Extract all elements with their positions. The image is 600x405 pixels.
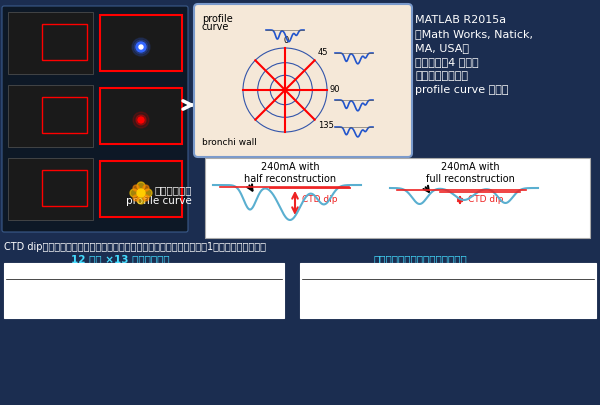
Text: （Math Works, Natick,: （Math Works, Natick, (415, 29, 533, 39)
Text: CTD dip: CTD dip (178, 273, 221, 283)
Circle shape (139, 45, 143, 49)
Bar (42, 24, 87, 60)
Text: 12 か所 ×13 時相での評価: 12 か所 ×13 時相での評価 (71, 254, 169, 264)
Text: 末梢気管支移動速度との交差相関: 末梢気管支移動速度との交差相関 (373, 254, 467, 264)
Text: 再構成法: 再構成法 (398, 273, 422, 283)
Text: profile curve を作成: profile curve を作成 (415, 85, 509, 95)
Circle shape (136, 115, 146, 125)
Bar (300, 263, 596, 318)
Circle shape (136, 42, 146, 52)
Text: 45: 45 (317, 48, 328, 57)
Circle shape (143, 195, 149, 201)
Text: 240mA with
full reconstruction: 240mA with full reconstruction (425, 162, 514, 183)
Text: 再構成法: 再構成法 (102, 273, 126, 283)
Bar (100, 161, 182, 217)
Bar (42, 170, 87, 206)
Text: 1.016±0.221 c: 1.016±0.221 c (163, 294, 235, 304)
Text: 0.882±0.237 d: 0.882±0.237 d (163, 309, 235, 319)
Bar (8, 12, 93, 74)
Circle shape (144, 189, 152, 197)
Bar (4, 263, 284, 318)
Text: -0.024±0.552 a: -0.024±0.552 a (462, 294, 538, 304)
Text: 90: 90 (330, 85, 341, 94)
FancyBboxPatch shape (194, 4, 412, 157)
Bar (8, 85, 93, 147)
Circle shape (137, 196, 145, 204)
Circle shape (132, 38, 150, 56)
Text: bronchi wall: bronchi wall (202, 138, 257, 147)
Text: 0: 0 (283, 36, 289, 45)
Bar (8, 158, 93, 220)
Text: MATLAB R2015a: MATLAB R2015a (415, 15, 506, 25)
Circle shape (133, 112, 149, 128)
Bar (100, 15, 182, 71)
Text: curve: curve (202, 22, 229, 32)
Text: half: half (401, 294, 419, 304)
Text: CTD dip（気管支内腔の明瞭度を反映する指標：吸気終末での計測値を1とした時の相対値）: CTD dip（気管支内腔の明瞭度を反映する指標：吸気終末での計測値を1とした時… (4, 242, 266, 252)
Text: 240mA with
half reconstruction: 240mA with half reconstruction (244, 162, 336, 183)
Text: CTD dip: CTD dip (479, 273, 521, 283)
Text: CTD dip: CTD dip (302, 195, 337, 204)
Text: 10: 10 (332, 309, 344, 319)
Bar (42, 97, 87, 133)
Circle shape (133, 195, 139, 201)
Text: MA, USA）: MA, USA） (415, 43, 469, 53)
Text: 10: 10 (36, 309, 48, 319)
Text: を用いて，4 方向で: を用いて，4 方向で (415, 57, 479, 67)
Text: profile curve: profile curve (126, 196, 192, 206)
FancyBboxPatch shape (2, 6, 188, 232)
Bar (205, 158, 590, 238)
Circle shape (143, 185, 149, 191)
Circle shape (137, 189, 145, 197)
Text: 呼気中期での: 呼気中期での (155, 185, 192, 195)
Text: 10: 10 (36, 294, 48, 304)
Text: 管電流（mA）: 管電流（mA） (19, 273, 65, 283)
Text: -0.503±0.291: -0.503±0.291 (467, 309, 533, 319)
Text: 管電流（mA）: 管電流（mA） (314, 273, 361, 283)
Text: profile: profile (202, 14, 233, 24)
Text: 10: 10 (332, 294, 344, 304)
Bar (100, 88, 182, 144)
Circle shape (130, 189, 138, 197)
Circle shape (133, 185, 139, 191)
Text: CTD dip: CTD dip (468, 195, 503, 204)
Text: full: full (403, 309, 418, 319)
Text: half: half (105, 294, 123, 304)
Circle shape (138, 117, 144, 123)
Text: full: full (106, 309, 122, 319)
Circle shape (137, 182, 145, 190)
Text: 末梢気管支断面の: 末梢気管支断面の (415, 71, 468, 81)
Text: 135: 135 (317, 121, 334, 130)
Circle shape (134, 40, 148, 54)
